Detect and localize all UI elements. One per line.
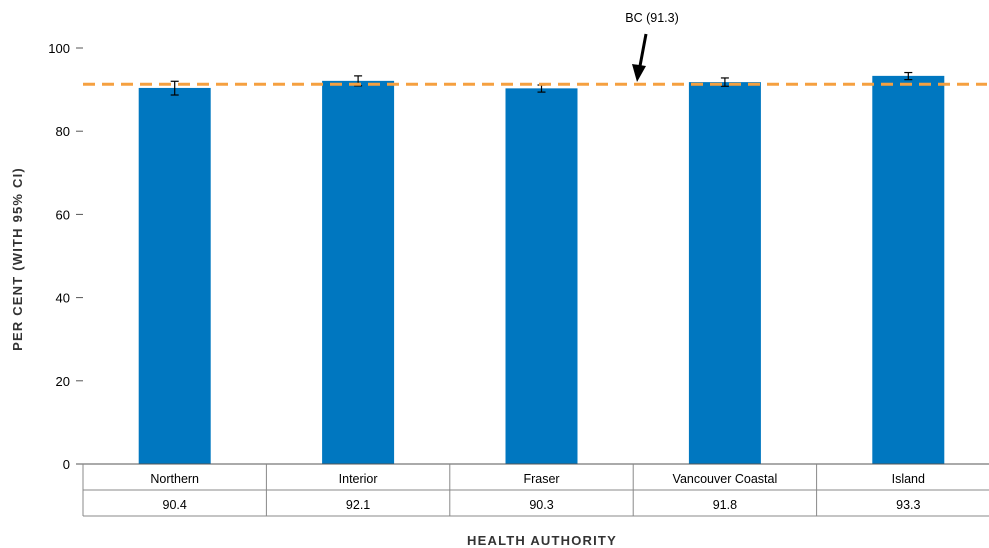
bar xyxy=(688,82,761,464)
y-axis-title: PER CENT (WITH 95% CI) xyxy=(10,167,25,351)
category-label: Island xyxy=(892,472,925,486)
bar xyxy=(322,80,395,464)
y-axis: 0 20 40 60 80 100 xyxy=(48,41,83,472)
y-tick-label: 40 xyxy=(56,291,70,306)
value-label: 93.3 xyxy=(896,498,920,512)
value-label: 92.1 xyxy=(346,498,370,512)
bar xyxy=(505,88,578,465)
category-label: Northern xyxy=(150,472,199,486)
bars xyxy=(138,75,945,465)
arrow-shaft xyxy=(638,33,648,67)
value-label: 90.4 xyxy=(163,498,187,512)
y-tick-label: 20 xyxy=(56,374,70,389)
reference-line-label: BC (91.3) xyxy=(625,11,679,25)
bar xyxy=(138,87,211,464)
bar xyxy=(872,75,945,464)
y-tick-label: 100 xyxy=(48,41,70,56)
arrow-head xyxy=(632,64,646,82)
y-tick-label: 80 xyxy=(56,124,70,139)
y-tick-label: 0 xyxy=(63,457,70,472)
value-label: 90.3 xyxy=(529,498,553,512)
category-label: Fraser xyxy=(523,472,559,486)
x-axis-title: HEALTH AUTHORITY xyxy=(467,533,617,548)
value-table: Northern 90.4 Interior 92.1 Fraser 90.3 Vancou… xyxy=(82,463,989,517)
category-label: Interior xyxy=(339,472,378,486)
value-label: 91.8 xyxy=(713,498,737,512)
reference-line-group: BC (91.3) xyxy=(83,11,987,86)
y-tick-label: 60 xyxy=(56,207,70,222)
category-label: Vancouver Coastal xyxy=(673,472,778,486)
